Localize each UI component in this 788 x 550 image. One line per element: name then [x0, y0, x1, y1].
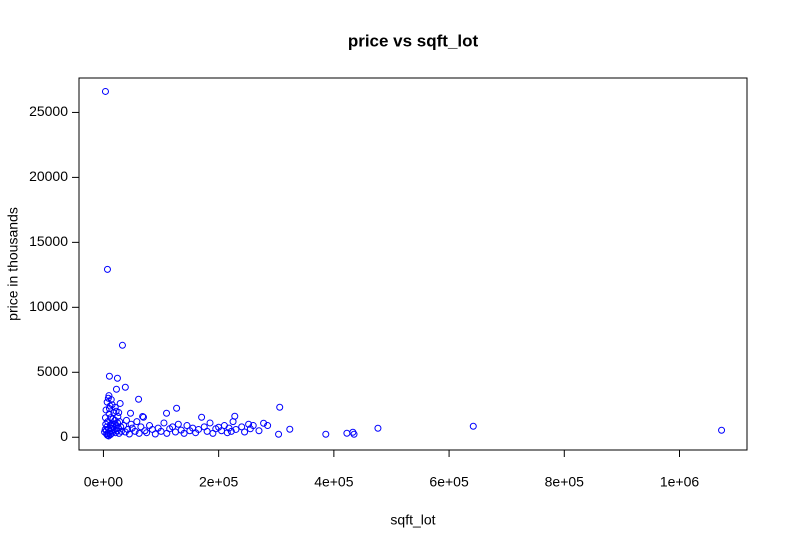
point [174, 420, 182, 428]
point [227, 427, 235, 435]
point [113, 374, 121, 382]
point [276, 403, 284, 411]
point [180, 429, 188, 437]
point [374, 424, 382, 432]
point [124, 425, 132, 433]
point [160, 419, 168, 427]
point [105, 372, 113, 380]
y-tick-label: 0 [60, 428, 68, 444]
x-tick-label: 6e+05 [429, 474, 469, 490]
point [245, 420, 253, 428]
point [102, 406, 110, 414]
point [118, 341, 126, 349]
point [121, 383, 129, 391]
point [116, 399, 124, 407]
point [151, 430, 159, 438]
point [114, 419, 122, 427]
point [286, 425, 294, 433]
point [112, 385, 120, 393]
point [194, 425, 202, 433]
y-tick-label: 5000 [37, 363, 68, 379]
point [139, 413, 147, 421]
point [127, 409, 135, 417]
point [206, 419, 214, 427]
point [131, 427, 139, 435]
point [101, 425, 109, 433]
point [231, 412, 239, 420]
point [350, 430, 358, 438]
x-tick-label: 0e+00 [84, 474, 124, 490]
y-tick-label: 25000 [29, 103, 68, 119]
point [105, 432, 113, 440]
point [249, 422, 257, 430]
point [183, 422, 191, 430]
point [101, 428, 109, 436]
x-tick-label: 1e+06 [660, 474, 700, 490]
point [238, 423, 246, 431]
point [135, 429, 143, 437]
y-tick-label: 10000 [29, 298, 68, 314]
point [103, 265, 111, 273]
x-axis-label: sqft_lot [390, 512, 435, 528]
point [232, 425, 240, 433]
point [107, 396, 115, 404]
y-tick-label: 20000 [29, 168, 68, 184]
point [198, 413, 206, 421]
point [120, 422, 128, 430]
point [102, 420, 110, 428]
point [143, 429, 151, 437]
x-tick-label: 2e+05 [199, 474, 239, 490]
point [106, 431, 114, 439]
point [275, 430, 283, 438]
point [115, 409, 123, 417]
point [255, 427, 263, 435]
point [169, 423, 177, 431]
point [215, 423, 223, 431]
point [141, 427, 149, 435]
y-tick-label: 15000 [29, 233, 68, 249]
point [106, 402, 114, 410]
x-tick-label: 4e+05 [314, 474, 354, 490]
point [109, 415, 117, 423]
y-axis-label: price in thousands [5, 207, 21, 321]
point [260, 419, 268, 427]
point [122, 416, 130, 424]
x-tick-label: 8e+05 [545, 474, 585, 490]
point [101, 414, 109, 422]
point [127, 420, 135, 428]
point [322, 430, 330, 438]
point [105, 392, 113, 400]
point [241, 428, 249, 436]
chart-title: price vs sqft_lot [348, 31, 479, 50]
point [101, 87, 109, 95]
point [135, 395, 143, 403]
point [137, 423, 145, 431]
point [264, 422, 272, 430]
point [111, 403, 119, 411]
point [469, 422, 477, 430]
plot-box [78, 77, 748, 451]
point [103, 430, 111, 438]
point [718, 426, 726, 434]
point [139, 412, 147, 420]
point [163, 409, 171, 417]
point [173, 404, 181, 412]
point [116, 418, 124, 426]
point [223, 429, 231, 437]
point [133, 418, 141, 426]
point [125, 430, 133, 438]
